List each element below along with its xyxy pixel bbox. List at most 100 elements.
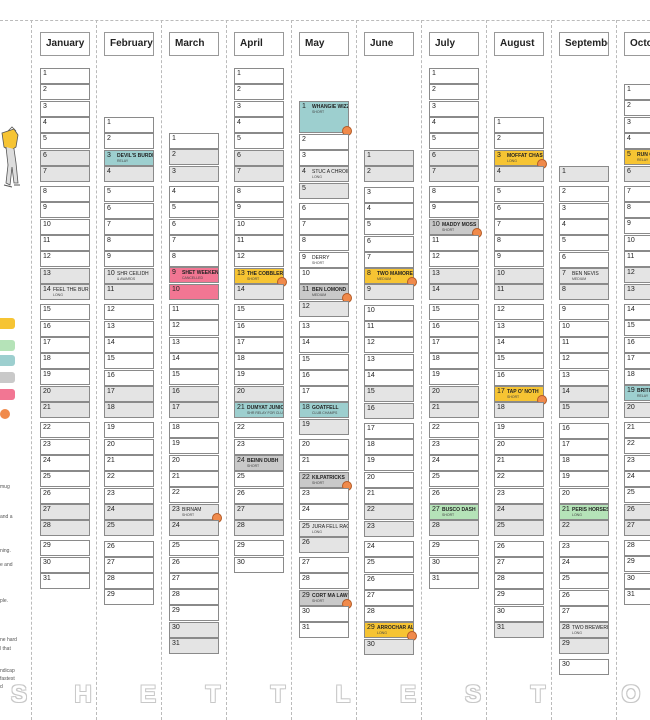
day-cell[interactable]: 10 — [169, 283, 219, 300]
day-cell[interactable]: 15 — [104, 353, 154, 370]
day-cell[interactable]: 3 — [364, 186, 414, 203]
day-cell[interactable]: 24 — [299, 504, 349, 521]
day-cell[interactable]: 29 — [624, 556, 650, 573]
day-cell[interactable]: 5 — [559, 235, 609, 252]
day-cell[interactable]: 20 — [234, 385, 284, 402]
day-cell[interactable]: 19 — [364, 455, 414, 472]
day-cell[interactable]: 18 — [364, 439, 414, 456]
day-cell[interactable]: 9 — [494, 251, 544, 268]
day-cell[interactable]: 20 — [104, 438, 154, 455]
day-cell[interactable]: 8 — [169, 251, 219, 268]
day-cell[interactable]: 20 — [299, 439, 349, 455]
day-cell[interactable]: 14 — [624, 303, 650, 320]
day-cell[interactable]: 14 — [299, 337, 349, 354]
day-cell[interactable]: 14 — [169, 352, 219, 369]
day-cell[interactable]: 31 — [494, 622, 544, 638]
day-cell[interactable]: 5 — [429, 133, 479, 150]
day-cell[interactable]: 19 — [299, 418, 349, 435]
day-cell[interactable]: 31 — [429, 573, 479, 589]
day-cell[interactable]: 2 — [299, 133, 349, 150]
day-cell[interactable]: 1 — [429, 68, 479, 84]
day-cell[interactable]: 8 — [299, 235, 349, 252]
event-day-cell[interactable]: 18 GOATFELL CLUB CHAMPS — [299, 402, 349, 419]
day-cell[interactable]: 23 — [624, 454, 650, 471]
day-cell[interactable]: 15 — [299, 353, 349, 370]
day-cell[interactable]: 9 — [624, 218, 650, 235]
day-cell[interactable]: 28 — [624, 540, 650, 557]
day-cell[interactable]: 13 — [624, 283, 650, 300]
day-cell[interactable]: 9 — [104, 251, 154, 268]
event-day-cell[interactable]: 1 WHANGIE WIZZ SHORT — [299, 101, 349, 133]
day-cell[interactable]: 27 — [364, 589, 414, 606]
day-cell[interactable]: 26 — [364, 573, 414, 590]
day-cell[interactable]: 27 — [624, 519, 650, 536]
day-cell[interactable]: 24 — [169, 519, 219, 536]
day-cell[interactable]: 21 — [494, 455, 544, 471]
day-cell[interactable]: 27 — [559, 605, 609, 622]
day-cell[interactable]: 18 — [429, 353, 479, 370]
day-cell[interactable]: 28 — [169, 589, 219, 606]
day-cell[interactable]: 31 — [299, 622, 349, 639]
event-day-cell[interactable]: 19BRITISHRELAY — [624, 385, 650, 402]
day-cell[interactable]: 2 — [169, 149, 219, 166]
day-cell[interactable]: 26 — [559, 589, 609, 606]
day-cell[interactable]: 28 — [104, 573, 154, 590]
day-cell[interactable]: 4 — [364, 202, 414, 219]
day-cell[interactable]: 24 — [559, 556, 609, 573]
day-cell[interactable]: 15 — [40, 304, 90, 321]
day-cell[interactable]: 8 — [559, 284, 609, 301]
day-cell[interactable]: 7 — [364, 251, 414, 268]
day-cell[interactable]: 15 — [234, 304, 284, 321]
event-day-cell[interactable]: 29 CORT MA LAW SHORT — [299, 589, 349, 606]
day-cell[interactable]: 8 — [234, 186, 284, 203]
day-cell[interactable]: 5 — [494, 186, 544, 203]
day-cell[interactable]: 15 — [494, 353, 544, 370]
event-day-cell[interactable]: 11 BEN LOMOND MEDIUM — [299, 284, 349, 301]
day-cell[interactable]: 17 — [40, 336, 90, 353]
day-cell[interactable]: 15 — [364, 386, 414, 403]
day-cell[interactable]: 9 — [429, 202, 479, 219]
day-cell[interactable]: 2 — [234, 84, 284, 101]
event-day-cell[interactable]: 4 STUC A CHROIN LONG — [299, 166, 349, 183]
day-cell[interactable]: 25 — [234, 471, 284, 488]
event-day-cell[interactable]: 23 BIRNAM SHORT — [169, 503, 219, 520]
day-cell[interactable]: 22 — [624, 438, 650, 455]
day-cell[interactable]: 24 — [494, 503, 544, 520]
day-cell[interactable]: 19 — [40, 369, 90, 386]
day-cell[interactable]: 14 — [104, 336, 154, 353]
day-cell[interactable]: 6 — [429, 149, 479, 166]
day-cell[interactable]: 10 — [299, 268, 349, 284]
day-cell[interactable]: 5 — [234, 133, 284, 150]
day-cell[interactable]: 13 — [494, 320, 544, 337]
day-cell[interactable]: 14 — [429, 283, 479, 300]
day-cell[interactable]: 9 — [364, 284, 414, 301]
day-cell[interactable]: 15 — [624, 320, 650, 337]
day-cell[interactable]: 20 — [364, 471, 414, 488]
day-cell[interactable]: 29 — [40, 540, 90, 557]
day-cell[interactable]: 12 — [429, 251, 479, 268]
day-cell[interactable]: 31 — [40, 573, 90, 589]
day-cell[interactable]: 22 — [104, 471, 154, 488]
day-cell[interactable]: 28 — [234, 520, 284, 537]
day-cell[interactable]: 17 — [104, 385, 154, 402]
day-cell[interactable]: 16 — [234, 320, 284, 337]
day-cell[interactable]: 16 — [494, 369, 544, 386]
day-cell[interactable]: 21 — [40, 402, 90, 418]
day-cell[interactable]: 30 — [234, 556, 284, 573]
day-cell[interactable]: 23 — [559, 540, 609, 557]
day-cell[interactable]: 11 — [40, 235, 90, 251]
day-cell[interactable]: 24 — [429, 454, 479, 471]
day-cell[interactable]: 3 — [624, 116, 650, 133]
day-cell[interactable]: 16 — [169, 385, 219, 402]
day-cell[interactable]: 25 — [169, 540, 219, 557]
day-cell[interactable]: 18 — [624, 369, 650, 386]
event-day-cell[interactable]: 9 DERRY SHORT — [299, 251, 349, 268]
day-cell[interactable]: 2 — [40, 84, 90, 101]
day-cell[interactable]: 16 — [559, 422, 609, 439]
day-cell[interactable]: 11 — [364, 321, 414, 337]
event-day-cell[interactable]: 17 TAP O' NOTH SHORT — [494, 385, 544, 402]
day-cell[interactable]: 8 — [494, 235, 544, 252]
day-cell[interactable]: 7 — [104, 218, 154, 235]
event-day-cell[interactable]: 5 RUN OFRELAY — [624, 149, 650, 166]
